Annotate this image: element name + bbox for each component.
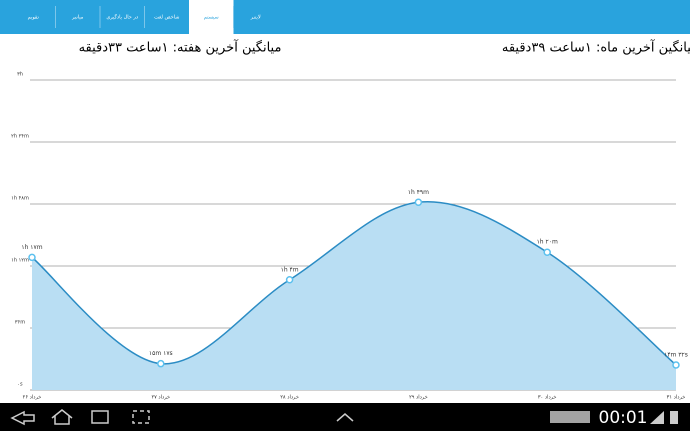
x-tick-label: ۲۷ خرداد [151, 395, 170, 401]
notification-icons [550, 411, 590, 423]
x-tick-label: ۲۹ خرداد [409, 395, 428, 401]
x-tick-label: ۲۸ خرداد [280, 395, 299, 401]
point [285, 276, 294, 284]
back-button[interactable] [10, 410, 35, 426]
battery-icon [670, 411, 678, 424]
tab[interactable]: سیستم [204, 15, 219, 21]
point [414, 198, 423, 207]
y-tick-label: ۰s [17, 382, 23, 388]
y-tick-label: ۱h ۱۲m [11, 258, 29, 264]
point [672, 361, 680, 369]
menu-button[interactable] [336, 413, 354, 422]
y-tick-label: ۱h ۴۸m [11, 196, 29, 202]
point [28, 253, 36, 262]
tab-bar [0, 0, 690, 34]
value-label: ۱۴m ۳۲s [664, 351, 688, 358]
point [543, 248, 551, 256]
tab[interactable]: میانبر [71, 15, 84, 21]
month-average: میانگین آخرین ماه: ۱ساعت ۳۹دقیقه [502, 39, 690, 56]
x-tick-label: ۳۱ خرداد [667, 395, 686, 401]
value-label: ۱h ۲۰m [537, 239, 558, 246]
tab[interactable]: تقویم [28, 15, 40, 21]
line [31, 201, 677, 366]
x-tick-label: ۲۶ خرداد [23, 395, 42, 401]
recent-button[interactable] [91, 410, 109, 424]
tab[interactable]: در حال یادگیری [106, 14, 138, 21]
week-average: میانگین آخرین هفته: ۱ساعت ۳۳دقیقه [79, 39, 282, 56]
value-label: ۱h ۴۹m [408, 189, 429, 196]
y-tick-label: ۳۶m [15, 320, 25, 326]
area [32, 201, 676, 390]
x-tick-label: ۳۰ خرداد [538, 395, 557, 401]
y-tick-label: ۲h ۲۴m [11, 134, 29, 140]
value-label: ۱۵m ۱۷s [149, 350, 173, 357]
y-tick-label: ۳h [17, 72, 23, 78]
tab-selected [189, 0, 234, 34]
home-button[interactable] [51, 409, 73, 425]
tab[interactable]: شاخص لغت [154, 15, 179, 21]
value-label: ۱h ۴m [281, 266, 299, 273]
point [157, 359, 165, 368]
tab[interactable]: لایتنر [250, 15, 261, 21]
clock: 00:01 [599, 408, 648, 428]
screenshot-button[interactable] [132, 410, 150, 424]
value-label: ۱h ۱۷m [21, 244, 42, 251]
signal-icon [650, 411, 664, 424]
